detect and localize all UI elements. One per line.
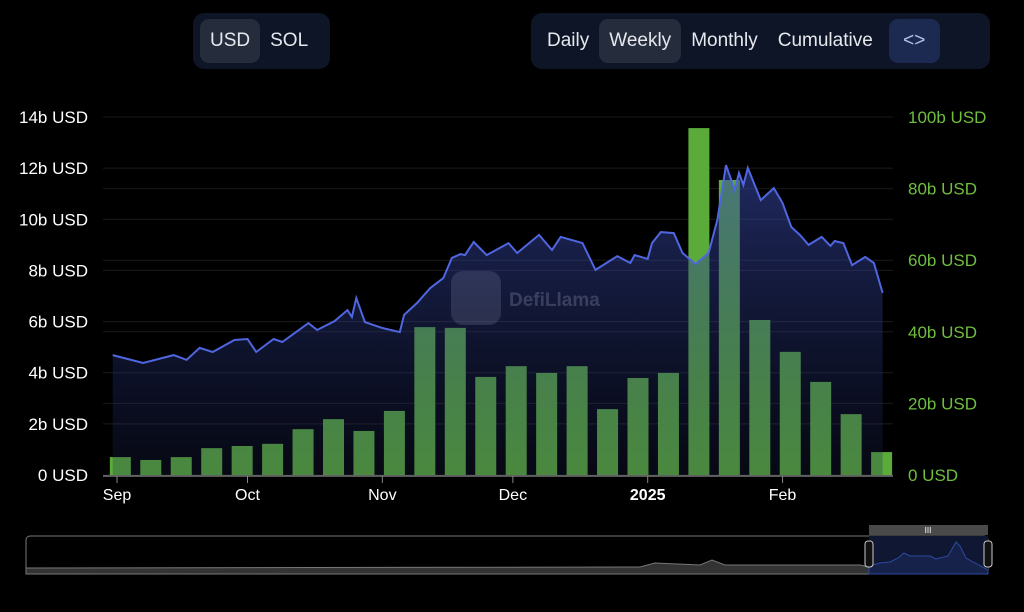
left-axis-tick-label: 14b USD xyxy=(19,108,88,127)
navigator-right-handle[interactable] xyxy=(983,540,993,568)
left-axis-tick-label: 6b USD xyxy=(28,313,88,332)
navigator-left-handle[interactable] xyxy=(864,540,874,568)
x-axis-tick-label: Feb xyxy=(769,487,797,504)
right-axis-tick-label: 20b USD xyxy=(908,394,977,413)
watermark: DefiLlama xyxy=(451,271,600,325)
x-axis-tick-label: Sep xyxy=(103,487,132,504)
left-axis-tick-label: 8b USD xyxy=(28,261,88,280)
line-area xyxy=(112,165,883,475)
period-cumulative-button[interactable]: Cumulative xyxy=(777,30,873,51)
watermark-text: DefiLlama xyxy=(509,290,600,311)
period-daily-button[interactable]: Daily xyxy=(547,30,590,51)
navigator-selection-line xyxy=(868,541,989,575)
x-axis-tick-label: Dec xyxy=(499,487,527,504)
line-series xyxy=(112,164,884,365)
period-weekly-button[interactable]: Weekly xyxy=(599,19,682,63)
currency-usd-button[interactable]: USD xyxy=(200,19,261,63)
left-axis-tick-label: 0 USD xyxy=(38,466,88,485)
navigator-drag-bar[interactable] xyxy=(869,525,988,535)
period-toggle: Daily Weekly Monthly Cumulative <> xyxy=(531,13,990,69)
right-axis-tick-label: 40b USD xyxy=(908,323,977,342)
right-axis-tick-label: 80b USD xyxy=(908,180,977,199)
right-axis-tick-label: 60b USD xyxy=(908,251,977,270)
navigator-grip-icon: III xyxy=(925,526,932,535)
watermark-logo-icon xyxy=(451,271,501,325)
navigator-history-line xyxy=(25,559,870,575)
left-axis-tick-label: 10b USD xyxy=(19,210,88,229)
navigator[interactable]: III xyxy=(25,525,993,575)
left-axis-tick-label: 4b USD xyxy=(28,364,88,383)
x-axis-tick-label: Nov xyxy=(368,487,396,504)
currency-sol-button[interactable]: SOL xyxy=(270,30,309,51)
period-monthly-button[interactable]: Monthly xyxy=(691,30,758,51)
left-axis-tick-label: 2b USD xyxy=(28,415,88,434)
x-axis-tick-label: Oct xyxy=(235,487,260,504)
currency-toggle: USD SOL xyxy=(193,13,330,69)
x-axis-tick-label: 2025 xyxy=(630,487,666,504)
left-axis-tick-label: 12b USD xyxy=(19,159,88,178)
right-axis-tick-label: 100b USD xyxy=(908,108,986,127)
right-axis-tick-label: 0 USD xyxy=(908,466,958,485)
code-brackets-icon[interactable]: <> xyxy=(888,19,940,63)
